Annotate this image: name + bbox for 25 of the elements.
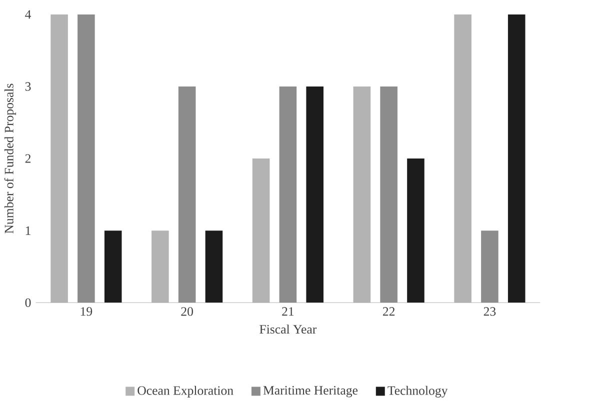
y-tick-label: 0 [25,298,31,308]
bar [306,86,324,303]
x-tick-label: 21 [282,307,294,316]
y-tick-label: 1 [26,226,30,235]
bar [508,14,526,303]
legend-label: Technology [388,386,448,398]
y-tick-label: 4 [25,10,32,19]
legend-label: Maritime Heritage [263,386,358,398]
x-axis-title: Fiscal Year [260,324,317,334]
bar [78,14,95,303]
bar [205,230,223,303]
y-tick-label: 2 [25,154,31,163]
x-tick-label: 22 [382,307,395,316]
x-tick-label: 19 [80,307,92,316]
x-tick-label: 23 [484,307,496,316]
bar [178,86,196,303]
x-tick-label: 20 [181,307,193,316]
bar [104,230,122,303]
y-tick-label: 3 [25,82,31,91]
legend-label: Ocean Exploration [138,386,234,398]
bar [407,158,424,303]
y-axis-title: Number of Funded Proposals [4,84,16,234]
bar [279,86,297,303]
bar [481,230,498,303]
bar [380,86,398,303]
